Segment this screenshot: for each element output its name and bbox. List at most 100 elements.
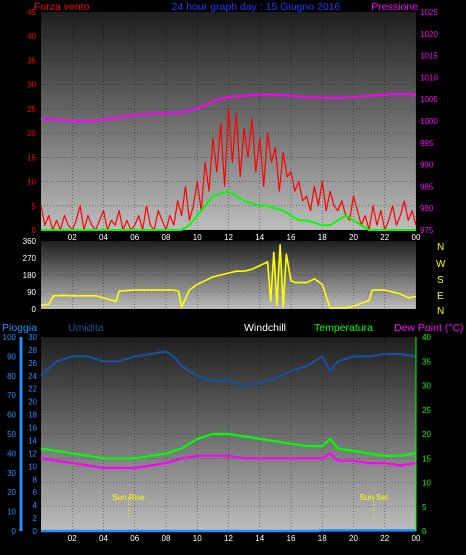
temperature-tick-label: 35 (422, 357, 431, 366)
x-tick-label: 20 (349, 534, 358, 543)
rain-tick-label: 0 (12, 527, 17, 536)
rain-tick-label: 90 (7, 352, 16, 361)
pressure-tick-label: 980 (420, 204, 434, 213)
x-tick-label: 20 (349, 233, 358, 242)
wind-tick-label: 45 (27, 8, 36, 17)
rain-tick-label: 30 (7, 469, 16, 478)
humidity-tick-label: 0 (33, 527, 38, 536)
wind-tick-label: 0 (32, 226, 37, 235)
humidity-tick-label: 8 (33, 475, 38, 484)
x-tick-label: 00 (412, 233, 421, 242)
direction-label-e: E (437, 291, 444, 302)
chart-date-title: 24 hour graph day : 15 Giugno 2016 (172, 1, 341, 13)
temperature-tick-label: 20 (422, 430, 431, 439)
humidity-tick-label: 10 (28, 462, 37, 471)
humidity-tick-label: 4 (33, 501, 38, 510)
humidity-tick-label: 6 (33, 488, 38, 497)
pressure-tick-label: 1000 (420, 117, 438, 126)
temperature-tick-label: 10 (422, 479, 431, 488)
rain-tick-label: 50 (7, 430, 16, 439)
pressure-tick-label: 1020 (420, 30, 438, 39)
dewpoint-line (40, 452, 417, 469)
temperature-tick-label: 30 (422, 382, 431, 391)
pressure-tick-label: 985 (420, 182, 434, 191)
humidity-line (40, 350, 417, 387)
x-tick-label: 18 (318, 233, 327, 242)
x-tick-label: 14 (255, 233, 264, 242)
wind-tick-label: 25 (27, 105, 36, 114)
humidity-tick-label: 26 (28, 359, 37, 368)
humidity-tick-label: 28 (28, 346, 37, 355)
rain-title: Pioggia (2, 322, 37, 334)
x-tick-label: 00 (412, 534, 421, 543)
wind-panel-series (40, 92, 417, 231)
humidity-tick-label: 14 (28, 436, 37, 445)
wind-title: Forza vento (34, 1, 90, 13)
x-tick-label: 22 (380, 233, 389, 242)
x-tick-label: 16 (287, 534, 296, 543)
humidity-tick-label: 30 (28, 333, 37, 342)
direction-label-n-bottom: N (437, 306, 444, 317)
temperature-tick-label: 5 (422, 503, 427, 512)
wind-tick-label: 35 (27, 56, 36, 65)
x-tick-label: 04 (99, 534, 108, 543)
pressure-tick-label: 1005 (420, 95, 438, 104)
wind-speed-line (40, 108, 417, 231)
direction-tick-label: 360 (23, 237, 37, 246)
direction-tick-label: 270 (23, 254, 37, 263)
humidity-title: Umidita (68, 322, 104, 334)
pressure-tick-label: 975 (420, 226, 434, 235)
wind-average-line (41, 190, 416, 231)
temperature-panel-series (40, 350, 417, 533)
rain-tick-label: 10 (7, 508, 16, 517)
x-tick-label: 18 (318, 534, 327, 543)
wind-tick-label: 10 (27, 178, 36, 187)
direction-label-s: S (437, 275, 444, 286)
x-tick-label: 10 (193, 233, 202, 242)
humidity-tick-label: 22 (28, 385, 37, 394)
temperature-line (40, 432, 417, 460)
wind-panel-grid (41, 11, 417, 231)
x-tick-label: 22 (380, 534, 389, 543)
x-tick-label: 06 (130, 233, 139, 242)
x-tick-label: 06 (130, 534, 139, 543)
pressure-tick-label: 995 (420, 139, 434, 148)
rain-line (41, 529, 416, 533)
sunset-label: Sun Set (360, 493, 389, 502)
wind-tick-label: 30 (27, 81, 36, 90)
rain-tick-label: 60 (7, 411, 16, 420)
humidity-tick-label: 12 (28, 449, 37, 458)
humidity-tick-label: 20 (28, 398, 37, 407)
x-tick-label: 10 (193, 534, 202, 543)
pressure-tick-label: 1025 (420, 8, 438, 17)
humidity-tick-label: 16 (28, 424, 37, 433)
x-tick-label: 08 (162, 534, 171, 543)
direction-label-n-top: N (437, 242, 444, 253)
x-tick-label: 02 (68, 233, 77, 242)
humidity-tick-label: 24 (28, 372, 37, 381)
pressure-tick-label: 1010 (420, 73, 438, 82)
x-tick-label: 12 (224, 233, 233, 242)
pressure-line (40, 92, 417, 122)
rain-tick-label: 100 (3, 333, 17, 342)
direction-tick-label: 0 (32, 305, 37, 314)
direction-panel-grid (41, 240, 417, 310)
temperature-tick-label: 25 (422, 406, 431, 415)
pressure-tick-label: 1015 (420, 52, 438, 61)
humidity-tick-label: 2 (33, 514, 38, 523)
wind-tick-label: 5 (32, 202, 37, 211)
direction-labels: N W S E N (436, 242, 446, 317)
wind-direction-line (40, 244, 417, 309)
humidity-tick-label: 18 (28, 411, 37, 420)
temperature-tick-label: 15 (422, 454, 431, 463)
wind-tick-label: 15 (27, 153, 36, 162)
rain-tick-label: 80 (7, 372, 16, 381)
temperature-tick-label: 0 (422, 527, 427, 536)
windchill-title: Windchill (244, 322, 286, 334)
x-tick-label: 08 (162, 233, 171, 242)
direction-panel-series (40, 244, 417, 309)
wind-tick-label: 40 (27, 32, 36, 41)
rain-tick-label: 70 (7, 391, 16, 400)
